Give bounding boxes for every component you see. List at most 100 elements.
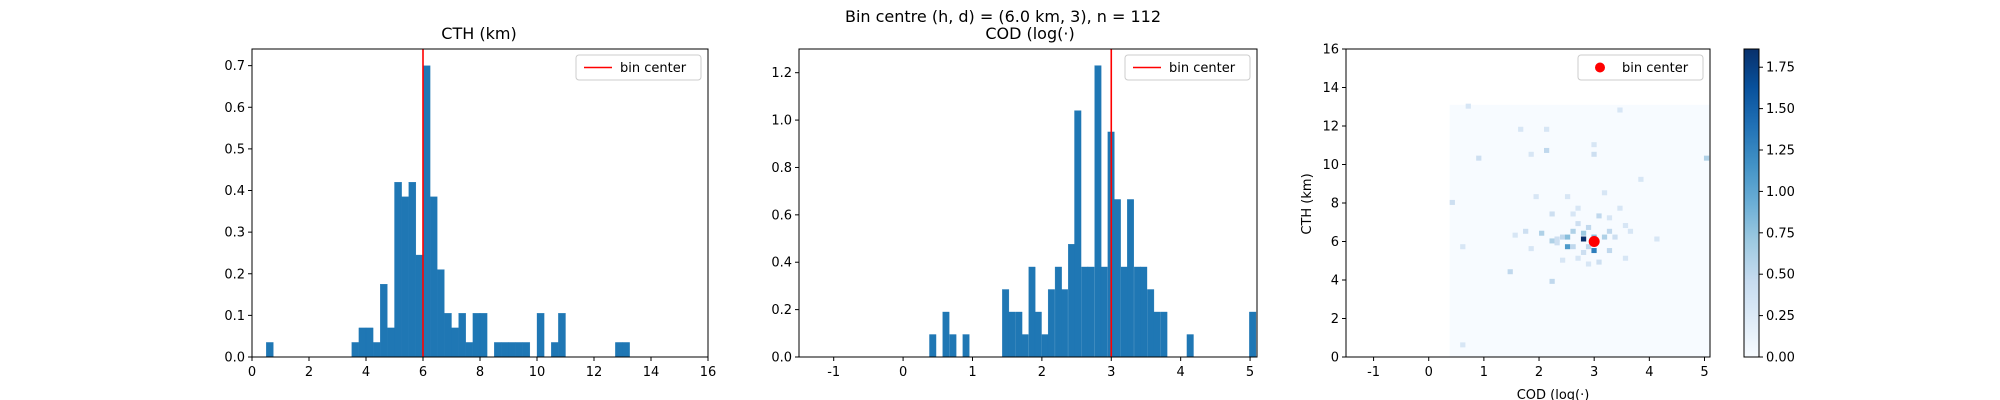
histogram-bar: [1120, 266, 1128, 358]
histogram-bar: [508, 342, 516, 358]
y-tick-label: 14: [1322, 81, 1339, 96]
histogram-bar: [615, 342, 623, 358]
histogram-bar: [401, 196, 409, 358]
histogram-bar: [1140, 266, 1148, 358]
histogram-bar: [1127, 199, 1134, 358]
y-tick-label: 4: [1331, 274, 1339, 289]
histogram-bar: [1160, 311, 1168, 358]
histogram-bar: [1186, 334, 1194, 358]
heatmap-cell: [1507, 269, 1513, 275]
histogram-bar: [1054, 266, 1062, 358]
colorbar-bar: [1743, 48, 1760, 358]
heatmap-cell: [1703, 155, 1710, 161]
heatmap-cell: [1596, 213, 1602, 219]
colorbar-tick-label: 1.50: [1766, 102, 1795, 117]
colorbar-tick-label: 0.25: [1766, 309, 1795, 324]
x-tick-label: 0: [248, 365, 256, 380]
histogram-bar: [266, 342, 274, 358]
y-tick-label: 0.0: [224, 351, 245, 366]
histogram-bar: [437, 269, 445, 358]
histogram-bar: [372, 342, 381, 358]
colorbar-tick-label: 1.75: [1766, 61, 1795, 76]
x-tick-label: 0: [899, 365, 907, 380]
plot-frame: [251, 48, 709, 358]
heatmap-cell: [1543, 126, 1550, 132]
heatmap-cell: [1617, 107, 1623, 113]
y-tick-label: 0.7: [224, 59, 245, 74]
histogram-bar: [351, 342, 360, 358]
heatmap-cell: [1549, 211, 1555, 217]
histogram-bar: [501, 342, 509, 358]
legend-box: [575, 54, 702, 81]
x-tick-label: 14: [643, 365, 660, 380]
heatmap-cell: [1570, 211, 1576, 217]
histogram-bar: [1081, 266, 1089, 358]
histogram-bar: [1021, 334, 1029, 358]
legend-label: bin center: [1622, 61, 1689, 76]
histogram-bar: [949, 334, 957, 358]
histogram-bar: [472, 313, 481, 358]
heatmap-cell: [1585, 224, 1592, 230]
heatmap-cell: [1580, 230, 1587, 236]
histogram-bar: [494, 342, 502, 358]
heatmap-cell: [1591, 151, 1597, 157]
histogram-bar: [1249, 311, 1257, 358]
histogram-bar: [479, 313, 488, 358]
x-tick-label: 1: [1480, 365, 1488, 380]
x-tick-label: 8: [476, 365, 484, 380]
histogram-bar: [522, 342, 531, 358]
x-tick-label: 3: [1107, 365, 1115, 380]
y-tick-label: 0.2: [224, 267, 245, 282]
histogram-bar: [365, 327, 374, 358]
heatmap-cell: [1564, 244, 1571, 250]
heatmap-cell: [1476, 155, 1482, 161]
heatmap-cell: [1543, 147, 1550, 153]
histogram-bar: [1002, 289, 1010, 358]
histogram-bar: [929, 334, 937, 358]
legend-box: [1124, 54, 1251, 81]
histogram-bar: [358, 327, 367, 358]
histogram-bar: [1068, 244, 1075, 358]
cod-histogram: -1 0 1 2 3 4 5 0.0 0.2 0.4 0.6 0.8 1.0 1.2 bin center: [771, 48, 1258, 380]
x-tick-label: 2: [1038, 365, 1046, 380]
histogram-bar: [465, 342, 474, 358]
y-tick-label: 0: [1331, 351, 1339, 366]
x-tick-label: 4: [1645, 365, 1653, 380]
histogram-bar: [444, 313, 452, 358]
heatmap-cell: [1617, 205, 1623, 211]
heatmap-cell: [1554, 236, 1560, 242]
legend-dot-swatch: [1595, 62, 1605, 73]
heatmap-cell: [1523, 228, 1529, 234]
y-tick-label: 0.5: [224, 142, 245, 157]
legend-box: [1577, 54, 1704, 81]
x-tick-label: -1: [827, 365, 840, 380]
histogram-bar: [515, 342, 523, 358]
x-tick-label: 5: [1246, 365, 1254, 380]
y-tick-label: 0.2: [771, 303, 792, 318]
x-tick-label: 5: [1700, 365, 1708, 380]
x-tick-label: 6: [419, 365, 427, 380]
heatmap-cell: [1549, 238, 1555, 244]
heatmap-cell: [1606, 228, 1613, 234]
heatmap-cell: [1606, 248, 1613, 254]
heatmap-cell: [1612, 234, 1618, 240]
histogram-bar: [1008, 311, 1016, 358]
heatmap-cell: [1554, 240, 1560, 246]
heatmap-cell: [1528, 151, 1534, 157]
heatmap-background: [1449, 104, 1710, 357]
heatmap-cell: [1638, 176, 1644, 182]
heatmap-cell: [1575, 205, 1581, 211]
histogram-bar: [1047, 289, 1055, 358]
y-tick-label: 0.1: [224, 309, 245, 324]
heatmap-cell: [1654, 236, 1660, 242]
histogram-bar: [408, 182, 417, 358]
histogram-bar: [387, 327, 395, 358]
x-tick-label: 4: [1177, 365, 1185, 380]
heatmap-cell: [1591, 248, 1597, 254]
histogram-bar: [415, 254, 424, 358]
cth-histogram-title: CTH (km): [441, 24, 516, 43]
heatmap-cell: [1449, 199, 1455, 205]
heatmap-cell: [1591, 142, 1597, 148]
